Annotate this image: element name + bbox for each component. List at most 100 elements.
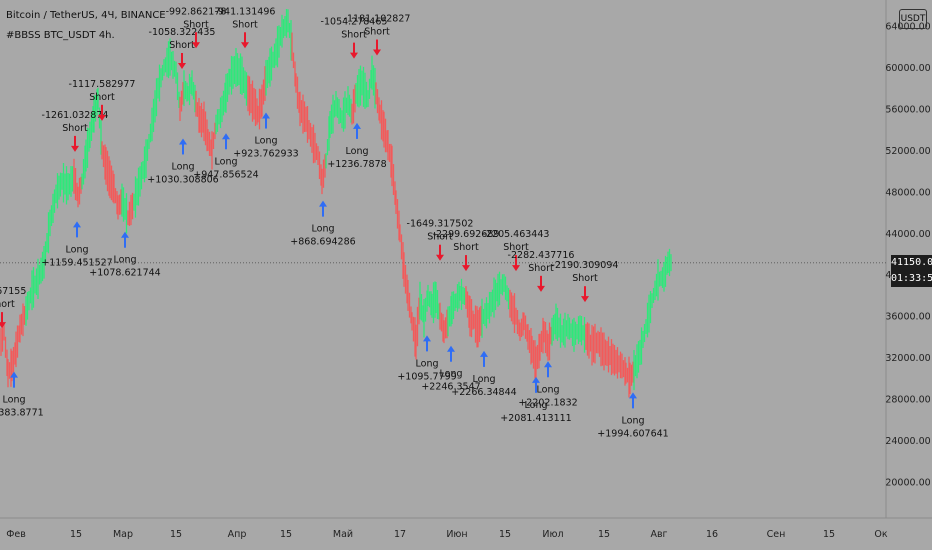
x-tick-label: 15 [823, 529, 835, 540]
signal-value-label: -1261.032874 [42, 110, 109, 121]
signal-type-label: Long [114, 255, 137, 266]
signal-value-label: +1383.8771 [0, 408, 44, 419]
signal-value-label: +2202.1832 [518, 397, 577, 408]
signal-type-label: Short [62, 123, 88, 134]
signal-value-label: +1994.607641 [597, 428, 668, 439]
signal-value-label: +1159.451527 [41, 257, 112, 268]
long-arrow-icon [353, 122, 361, 129]
signal-value-label: +1236.7878 [327, 159, 386, 170]
short-arrow-icon [373, 49, 381, 56]
x-tick-label: 15 [598, 529, 610, 540]
x-tick-label: 15 [280, 529, 292, 540]
short-arrow-icon [0, 322, 6, 329]
signal-value-label: +923.762933 [233, 149, 298, 160]
signal-type-label: Long [525, 400, 548, 411]
signal-value-label: -1054.278465 [321, 17, 388, 28]
long-arrow-icon [447, 345, 455, 352]
short-arrow-icon [512, 265, 520, 272]
signal-type-label: Long [255, 136, 278, 147]
signal-type-label: Long [440, 369, 463, 380]
long-arrow-icon [423, 335, 431, 342]
signal-type-label: Short [341, 30, 367, 41]
y-tick-label: 20000.00 [885, 478, 930, 489]
signal-value-label: +1095.7799 [397, 371, 456, 382]
short-arrow-icon [462, 265, 470, 272]
x-tick-label: Мар [113, 529, 133, 540]
long-arrow-icon [10, 371, 18, 378]
short-arrow-icon [350, 52, 358, 59]
long-arrow-icon [222, 133, 230, 140]
x-tick-label: Фев [6, 529, 26, 540]
signal-value-label: -1058.322435 [149, 27, 216, 38]
signal-value-label: +1030.308806 [147, 174, 218, 185]
signal-type-label: Short [169, 40, 195, 51]
y-tick-label: 28000.00 [885, 395, 930, 406]
short-arrow-icon [581, 296, 589, 303]
short-arrow-icon [241, 42, 249, 49]
y-tick-label: 24000.00 [885, 436, 930, 447]
signal-value-label: -1649.317502 [407, 219, 474, 230]
signal-type-label: Long [3, 395, 26, 406]
long-arrow-icon [179, 138, 187, 145]
y-tick-label: 44000.00 [885, 229, 930, 240]
signal-value-label: -2282.437716 [508, 250, 575, 261]
signal-type-label: Long [172, 161, 195, 172]
current-price-badge: 41150.00 [891, 254, 932, 271]
long-arrow-icon [73, 221, 81, 228]
short-arrow-icon [178, 63, 186, 69]
x-tick-label: 15 [70, 529, 82, 540]
long-arrow-icon [121, 231, 129, 238]
signal-value-label: +1078.621744 [89, 268, 160, 279]
signal-type-label: Short [572, 273, 598, 284]
study-title: #BBSS BTC_USDT 4h. [6, 30, 115, 41]
signal-value-label: -941.131496 [215, 6, 276, 17]
short-arrow-icon [436, 254, 444, 261]
signal-value-label: +947.856524 [193, 169, 258, 180]
y-tick-label: 48000.00 [885, 187, 930, 198]
signal-type-label: Short [232, 19, 258, 30]
short-arrow-icon [537, 285, 545, 292]
signal-type-label: Short [528, 263, 554, 274]
signal-type-label: Short [503, 242, 529, 253]
signal-type-label: Long [346, 146, 369, 157]
signal-type-label: Short [89, 92, 115, 103]
x-tick-label: 15 [499, 529, 511, 540]
currency-badge[interactable]: USDT [899, 9, 927, 29]
y-tick-label: 52000.00 [885, 146, 930, 157]
signal-type-label: Short [453, 242, 479, 253]
y-tick-label: 36000.00 [885, 312, 930, 323]
signal-value-label: -2299.692689 [433, 229, 500, 240]
signal-value-label: +2246.3547 [421, 382, 480, 393]
signal-value-label: -1117.582977 [69, 79, 136, 90]
signal-type-label: Long [537, 384, 560, 395]
signal-value-label: -992.862178 [166, 6, 227, 17]
x-tick-label: Май [333, 529, 353, 540]
bar-timer-badge: 01:33:54 [891, 270, 932, 287]
short-arrow-icon [192, 42, 200, 49]
signal-type-label: Long [312, 224, 335, 235]
x-tick-label: Авг [650, 529, 667, 540]
signal-type-label: Short [364, 27, 390, 38]
long-arrow-icon [544, 361, 552, 368]
signal-value-label: -1181.102827 [344, 14, 411, 25]
signal-type-label: Short [0, 299, 15, 310]
signals: -1.667155 Short Long +1383.8771 -1261.032874… [0, 6, 669, 439]
signal-type-label: Long [66, 244, 89, 255]
y-tick-label: 56000.00 [885, 104, 930, 115]
x-tick-label: Апр [228, 529, 247, 540]
signal-value-label: +2266.34844 [451, 387, 516, 398]
price-series [0, 9, 672, 398]
long-arrow-icon [629, 392, 637, 399]
signal-type-label: Long [416, 358, 439, 369]
y-tick-label: 32000.00 [885, 353, 930, 364]
signal-value-label: +868.694286 [290, 237, 355, 248]
x-tick-label: Ок [874, 529, 887, 540]
long-arrow-icon [480, 350, 488, 357]
x-tick-label: Июн [446, 529, 467, 540]
x-tick-label: 17 [394, 529, 406, 540]
x-tick-label: Июл [542, 529, 563, 540]
short-arrow-icon [71, 145, 79, 152]
signal-type-label: Short [427, 232, 453, 243]
